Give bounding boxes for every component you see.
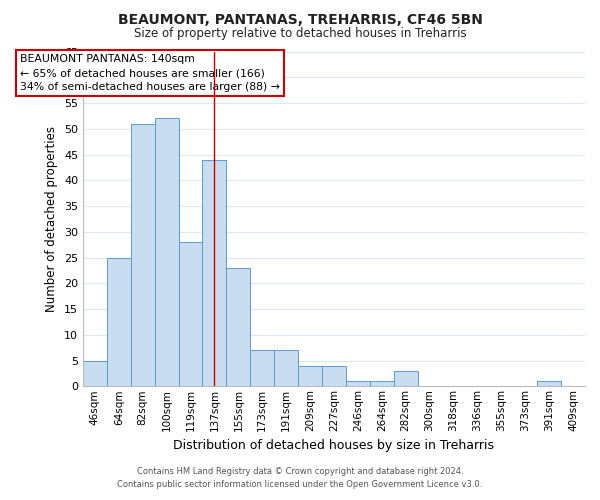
Bar <box>226 268 250 386</box>
Bar <box>370 381 394 386</box>
Text: BEAUMONT PANTANAS: 140sqm
← 65% of detached houses are smaller (166)
34% of semi: BEAUMONT PANTANAS: 140sqm ← 65% of detac… <box>20 54 280 92</box>
Bar <box>155 118 179 386</box>
Text: Contains HM Land Registry data © Crown copyright and database right 2024.
Contai: Contains HM Land Registry data © Crown c… <box>118 468 482 489</box>
Bar <box>179 242 202 386</box>
Bar <box>107 258 131 386</box>
Bar <box>250 350 274 387</box>
Bar <box>322 366 346 386</box>
Text: Size of property relative to detached houses in Treharris: Size of property relative to detached ho… <box>134 28 466 40</box>
Bar <box>274 350 298 387</box>
Bar <box>131 124 155 386</box>
Bar <box>394 371 418 386</box>
Y-axis label: Number of detached properties: Number of detached properties <box>46 126 58 312</box>
Bar <box>537 381 561 386</box>
Bar <box>298 366 322 386</box>
Bar <box>83 360 107 386</box>
X-axis label: Distribution of detached houses by size in Treharris: Distribution of detached houses by size … <box>173 440 494 452</box>
Bar <box>202 160 226 386</box>
Bar <box>346 381 370 386</box>
Text: BEAUMONT, PANTANAS, TREHARRIS, CF46 5BN: BEAUMONT, PANTANAS, TREHARRIS, CF46 5BN <box>118 12 482 26</box>
